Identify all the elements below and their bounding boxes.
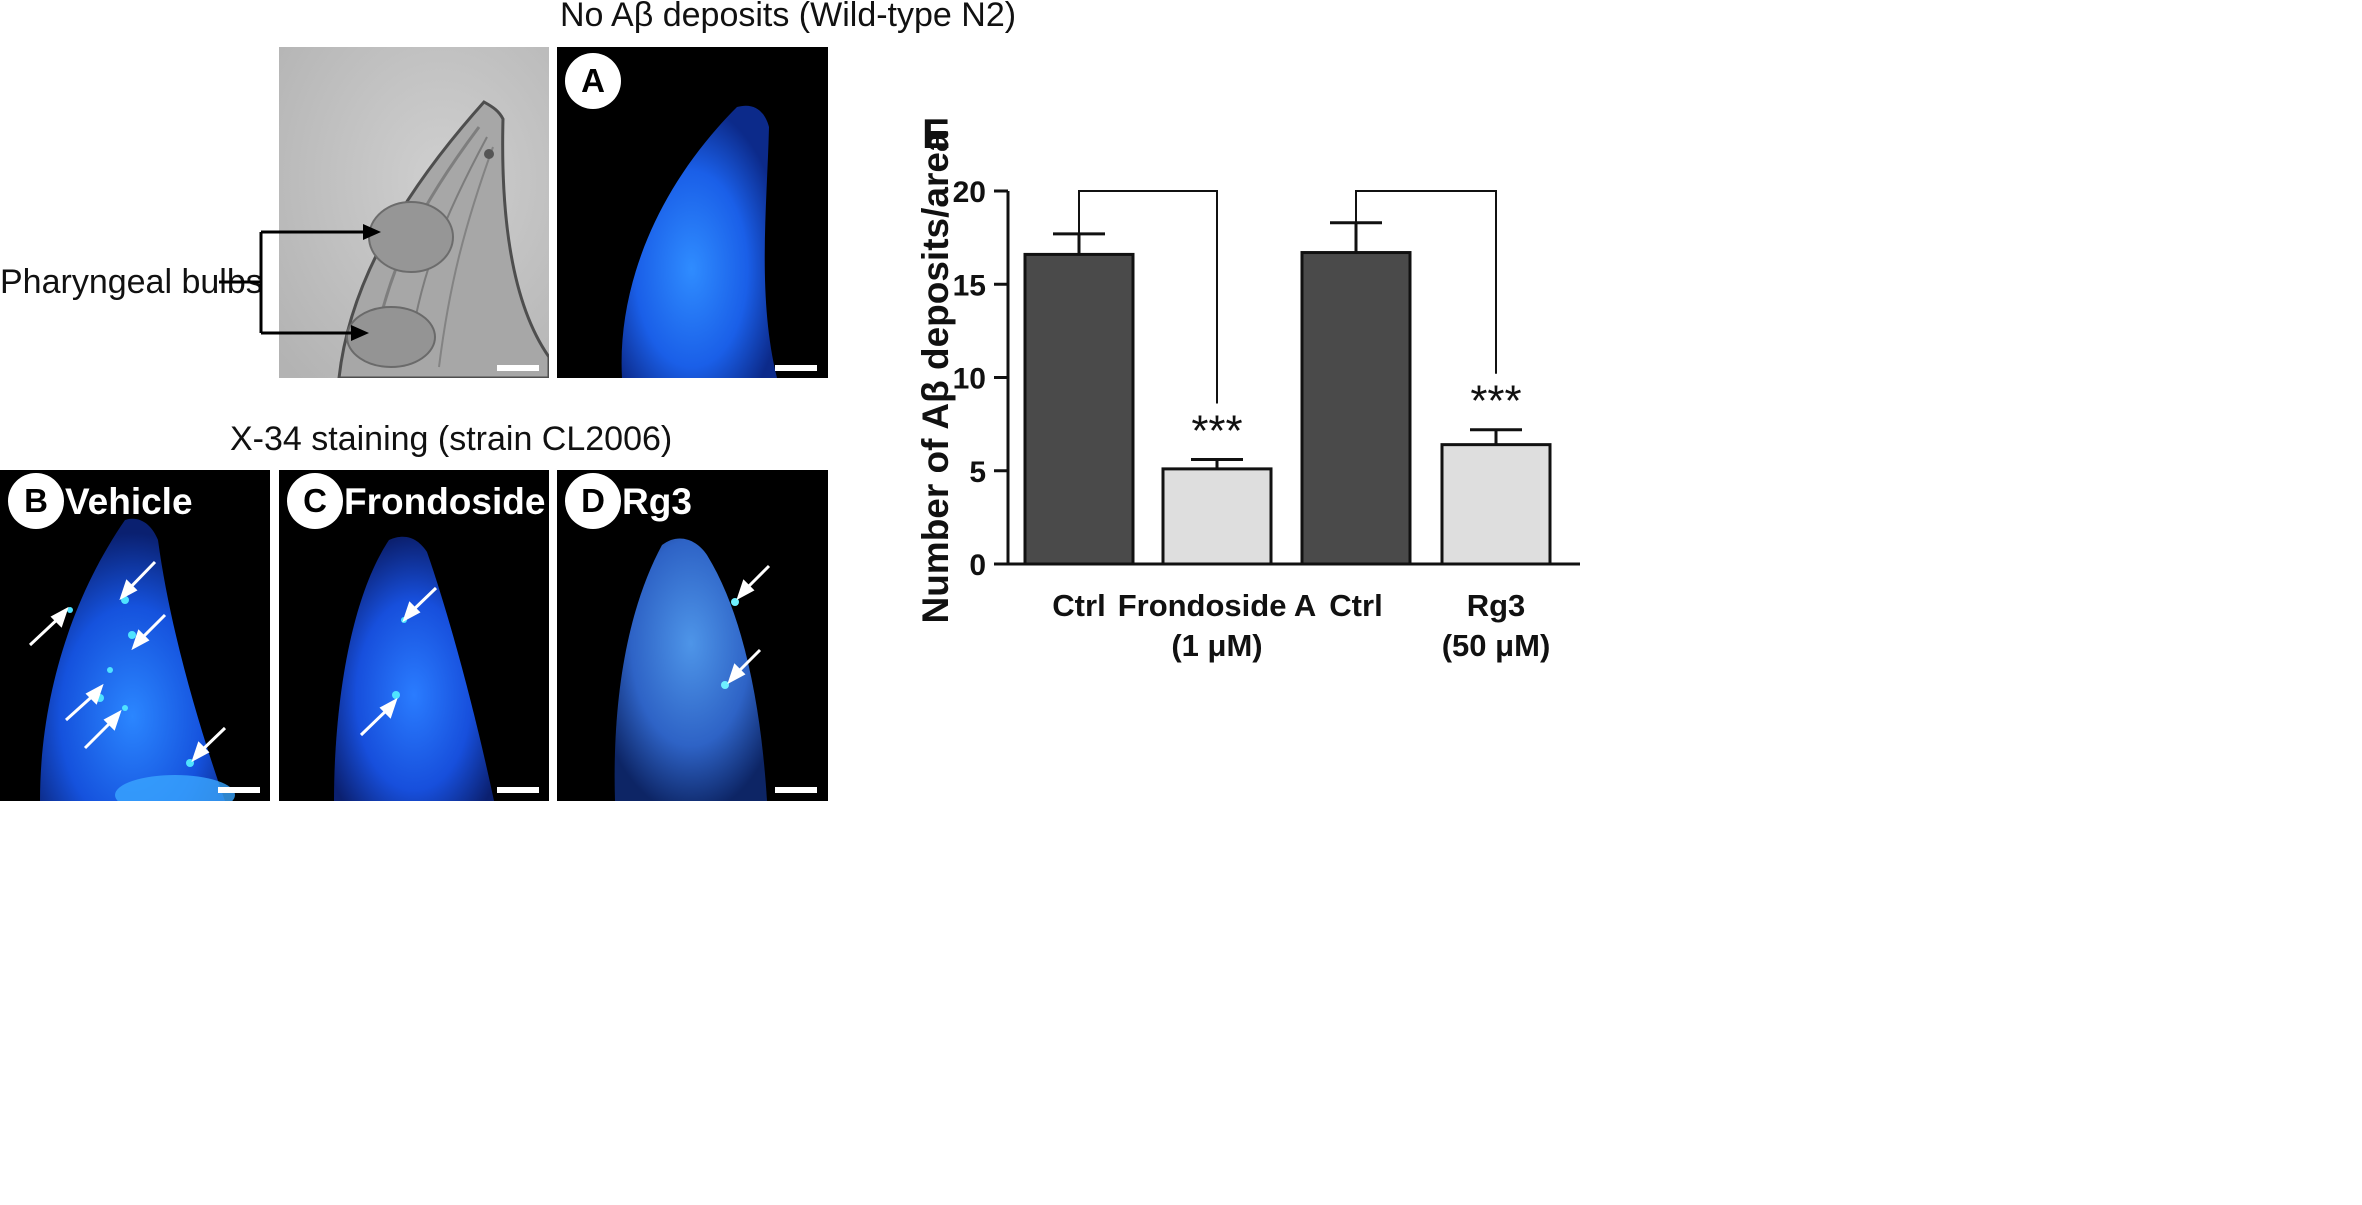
significance-marker-1: ***: [1191, 407, 1242, 456]
y-tick-label: 0: [969, 549, 986, 582]
panel-a-badge: A: [565, 53, 621, 109]
x-tick-label-2: Frondoside A: [1118, 588, 1317, 623]
panel-b-image: B Vehicle: [0, 470, 270, 801]
panel-c-badge: C: [287, 473, 343, 529]
panel-a-image: A: [557, 47, 828, 378]
panel-b-badge: B: [8, 473, 64, 529]
scale-bar: [497, 365, 539, 371]
pharyngeal-bulbs-label: Pharyngeal bulbs: [0, 263, 263, 301]
scale-bar: [497, 787, 539, 793]
y-tick-label: 15: [953, 269, 986, 302]
panel-e-letter: E: [922, 110, 950, 157]
panel-c-image: C Frondoside A: [279, 470, 549, 801]
panel-b-title: Vehicle: [65, 481, 193, 522]
panel-d-title: Rg3: [622, 481, 692, 522]
scale-bar: [775, 787, 817, 793]
bar-4: [1440, 443, 1552, 566]
x-tick-label-3: Ctrl: [1329, 588, 1382, 623]
scale-bar: [218, 787, 260, 793]
significance-bracket-2: [1355, 190, 1497, 374]
significance-marker-2: ***: [1470, 377, 1521, 426]
y-tick-label: 20: [953, 176, 986, 209]
bar-2: [1161, 467, 1273, 566]
bar-chart-e: E Number of Aβ deposits/area 0 5 10 15 20 Ctr…: [915, 110, 1580, 663]
panel-c-title: Frondoside A: [344, 481, 549, 522]
y-tick-label: 10: [953, 363, 986, 396]
x-tick-label-1: Ctrl: [1052, 588, 1105, 623]
x-tick-label-4: Rg3: [1467, 588, 1526, 623]
bottom-section-title: X-34 staining (strain CL2006): [230, 420, 673, 458]
panel-d-image: D Rg3: [557, 470, 828, 801]
significance-bracket-1: [1078, 190, 1218, 404]
brightfield-image: [279, 47, 549, 378]
top-section-title: No Aβ deposits (Wild-type N2): [560, 0, 1017, 34]
x-tick-sublabel-4: (50 μM): [1442, 628, 1551, 663]
x-tick-sublabel-2: (1 μM): [1171, 628, 1262, 663]
bar-1: [1023, 252, 1135, 566]
bar-3: [1300, 251, 1412, 566]
y-tick-label: 5: [969, 456, 986, 489]
panel-d-badge: D: [565, 473, 621, 529]
y-axis-label: Number of Aβ deposits/area: [915, 131, 956, 623]
scale-bar: [775, 365, 817, 371]
pharyngeal-bulbs-pointer: [219, 224, 381, 341]
